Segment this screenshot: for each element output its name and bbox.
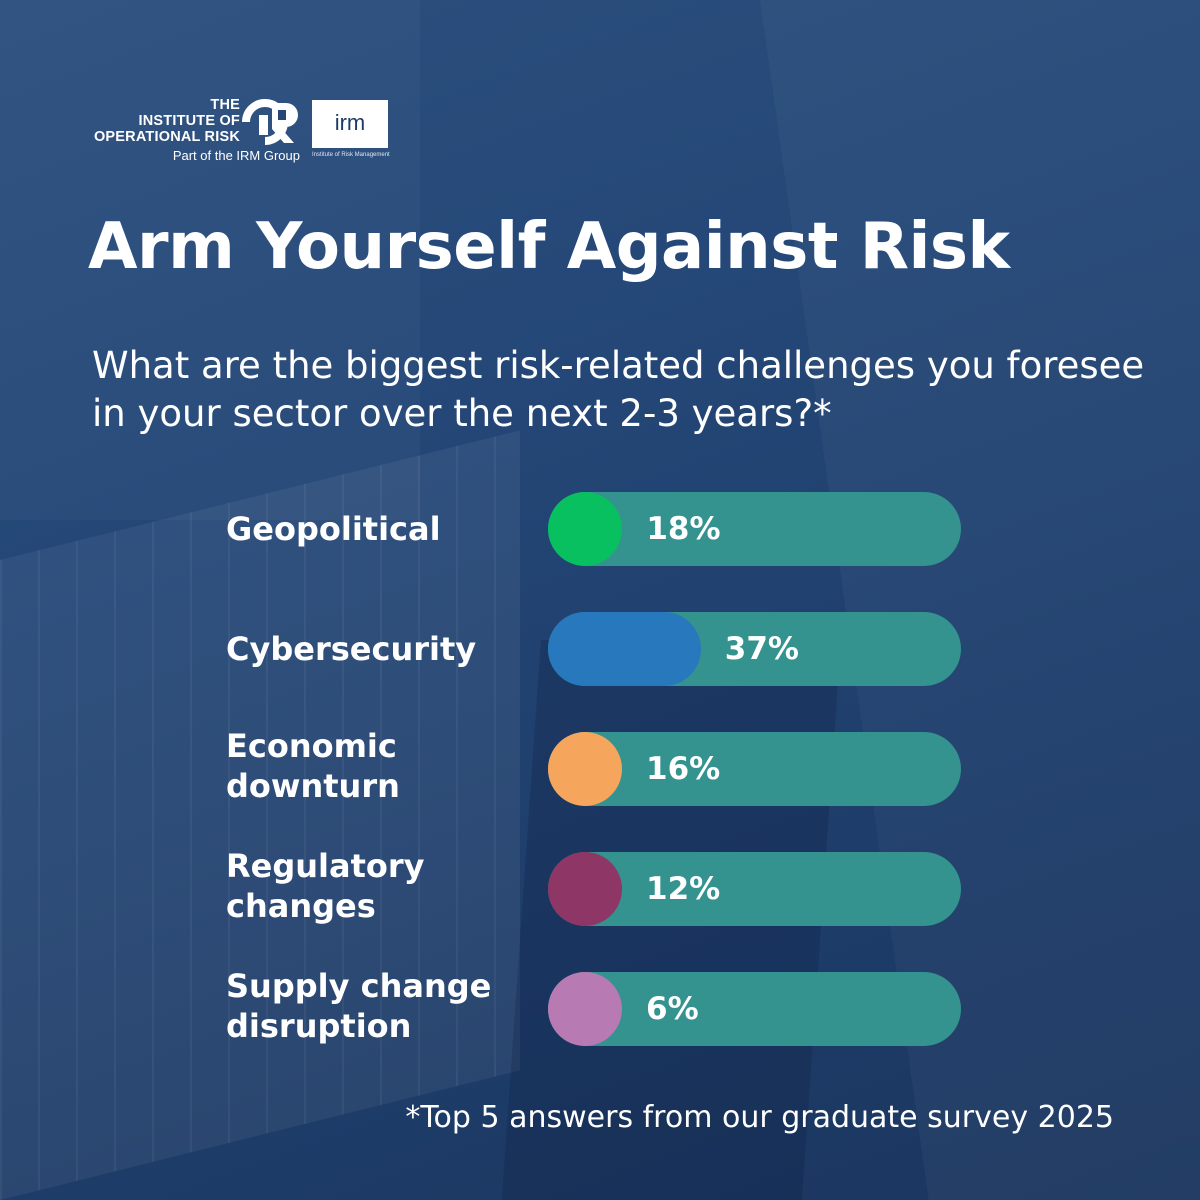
category-label-line: Geopolitical (226, 510, 441, 548)
ior-monogram-icon (242, 99, 298, 145)
irm-logo-caption: Institute of Risk Management (312, 152, 390, 158)
category-label-line: Regulatory (226, 847, 425, 885)
category-label-line: Supply change (226, 967, 492, 1005)
bar-track: 37% (548, 612, 961, 686)
bar-fill (548, 612, 701, 686)
category-label: Cybersecurity (226, 629, 526, 669)
category-label-line: changes (226, 887, 376, 925)
irm-logo-mark: irm (312, 100, 388, 148)
chart-row: Cybersecurity 37% (0, 612, 1200, 686)
bar-fill (548, 972, 622, 1046)
value-label: 37% (724, 631, 799, 667)
category-label-line: downturn (226, 767, 400, 805)
category-label-line: Cybersecurity (226, 630, 477, 668)
category-label: Supply change disruption (226, 966, 526, 1046)
ior-logo-line: THE (210, 97, 240, 113)
bar-fill (548, 732, 622, 806)
category-label-line: disruption (226, 1007, 412, 1045)
page-title: Arm Yourself Against Risk (88, 210, 1010, 284)
chart-row: Geopolitical 18% (0, 492, 1200, 566)
value-label: 18% (646, 511, 721, 547)
category-label-line: Economic (226, 727, 397, 765)
footnote: *Top 5 answers from our graduate survey … (405, 1100, 1114, 1135)
chart-row: Economic downturn 16% (0, 727, 1200, 806)
bar-track: 18% (548, 492, 961, 566)
category-label: Regulatory changes (226, 846, 526, 926)
bar-fill (548, 852, 622, 926)
survey-question: What are the biggest risk-related challe… (92, 344, 1145, 435)
value-label: 12% (646, 871, 721, 907)
ior-logo-line: OPERATIONAL RISK (93, 129, 240, 145)
value-label: 16% (646, 751, 721, 787)
bar-track: 16% (548, 732, 961, 806)
value-label: 6% (646, 991, 699, 1027)
ior-logo-text: THE INSTITUTE OF OPERATIONAL RISK (94, 97, 240, 145)
category-label: Geopolitical (226, 509, 526, 549)
bar-track: 6% (548, 972, 961, 1046)
bar-track: 12% (548, 852, 961, 926)
bar-fill (548, 492, 623, 566)
ior-logo-line: INSTITUTE OF (138, 113, 240, 129)
ior-logo: THE INSTITUTE OF OPERATIONAL RISK Part o… (85, 97, 300, 165)
category-label: Economic downturn (226, 726, 526, 806)
ior-logo-subline: Part of the IRM Group (172, 148, 300, 163)
chart-row: Supply change disruption 6% (0, 967, 1200, 1046)
chart-row: Regulatory changes 12% (0, 847, 1200, 926)
irm-logo: irm Institute of Risk Management (312, 100, 390, 162)
